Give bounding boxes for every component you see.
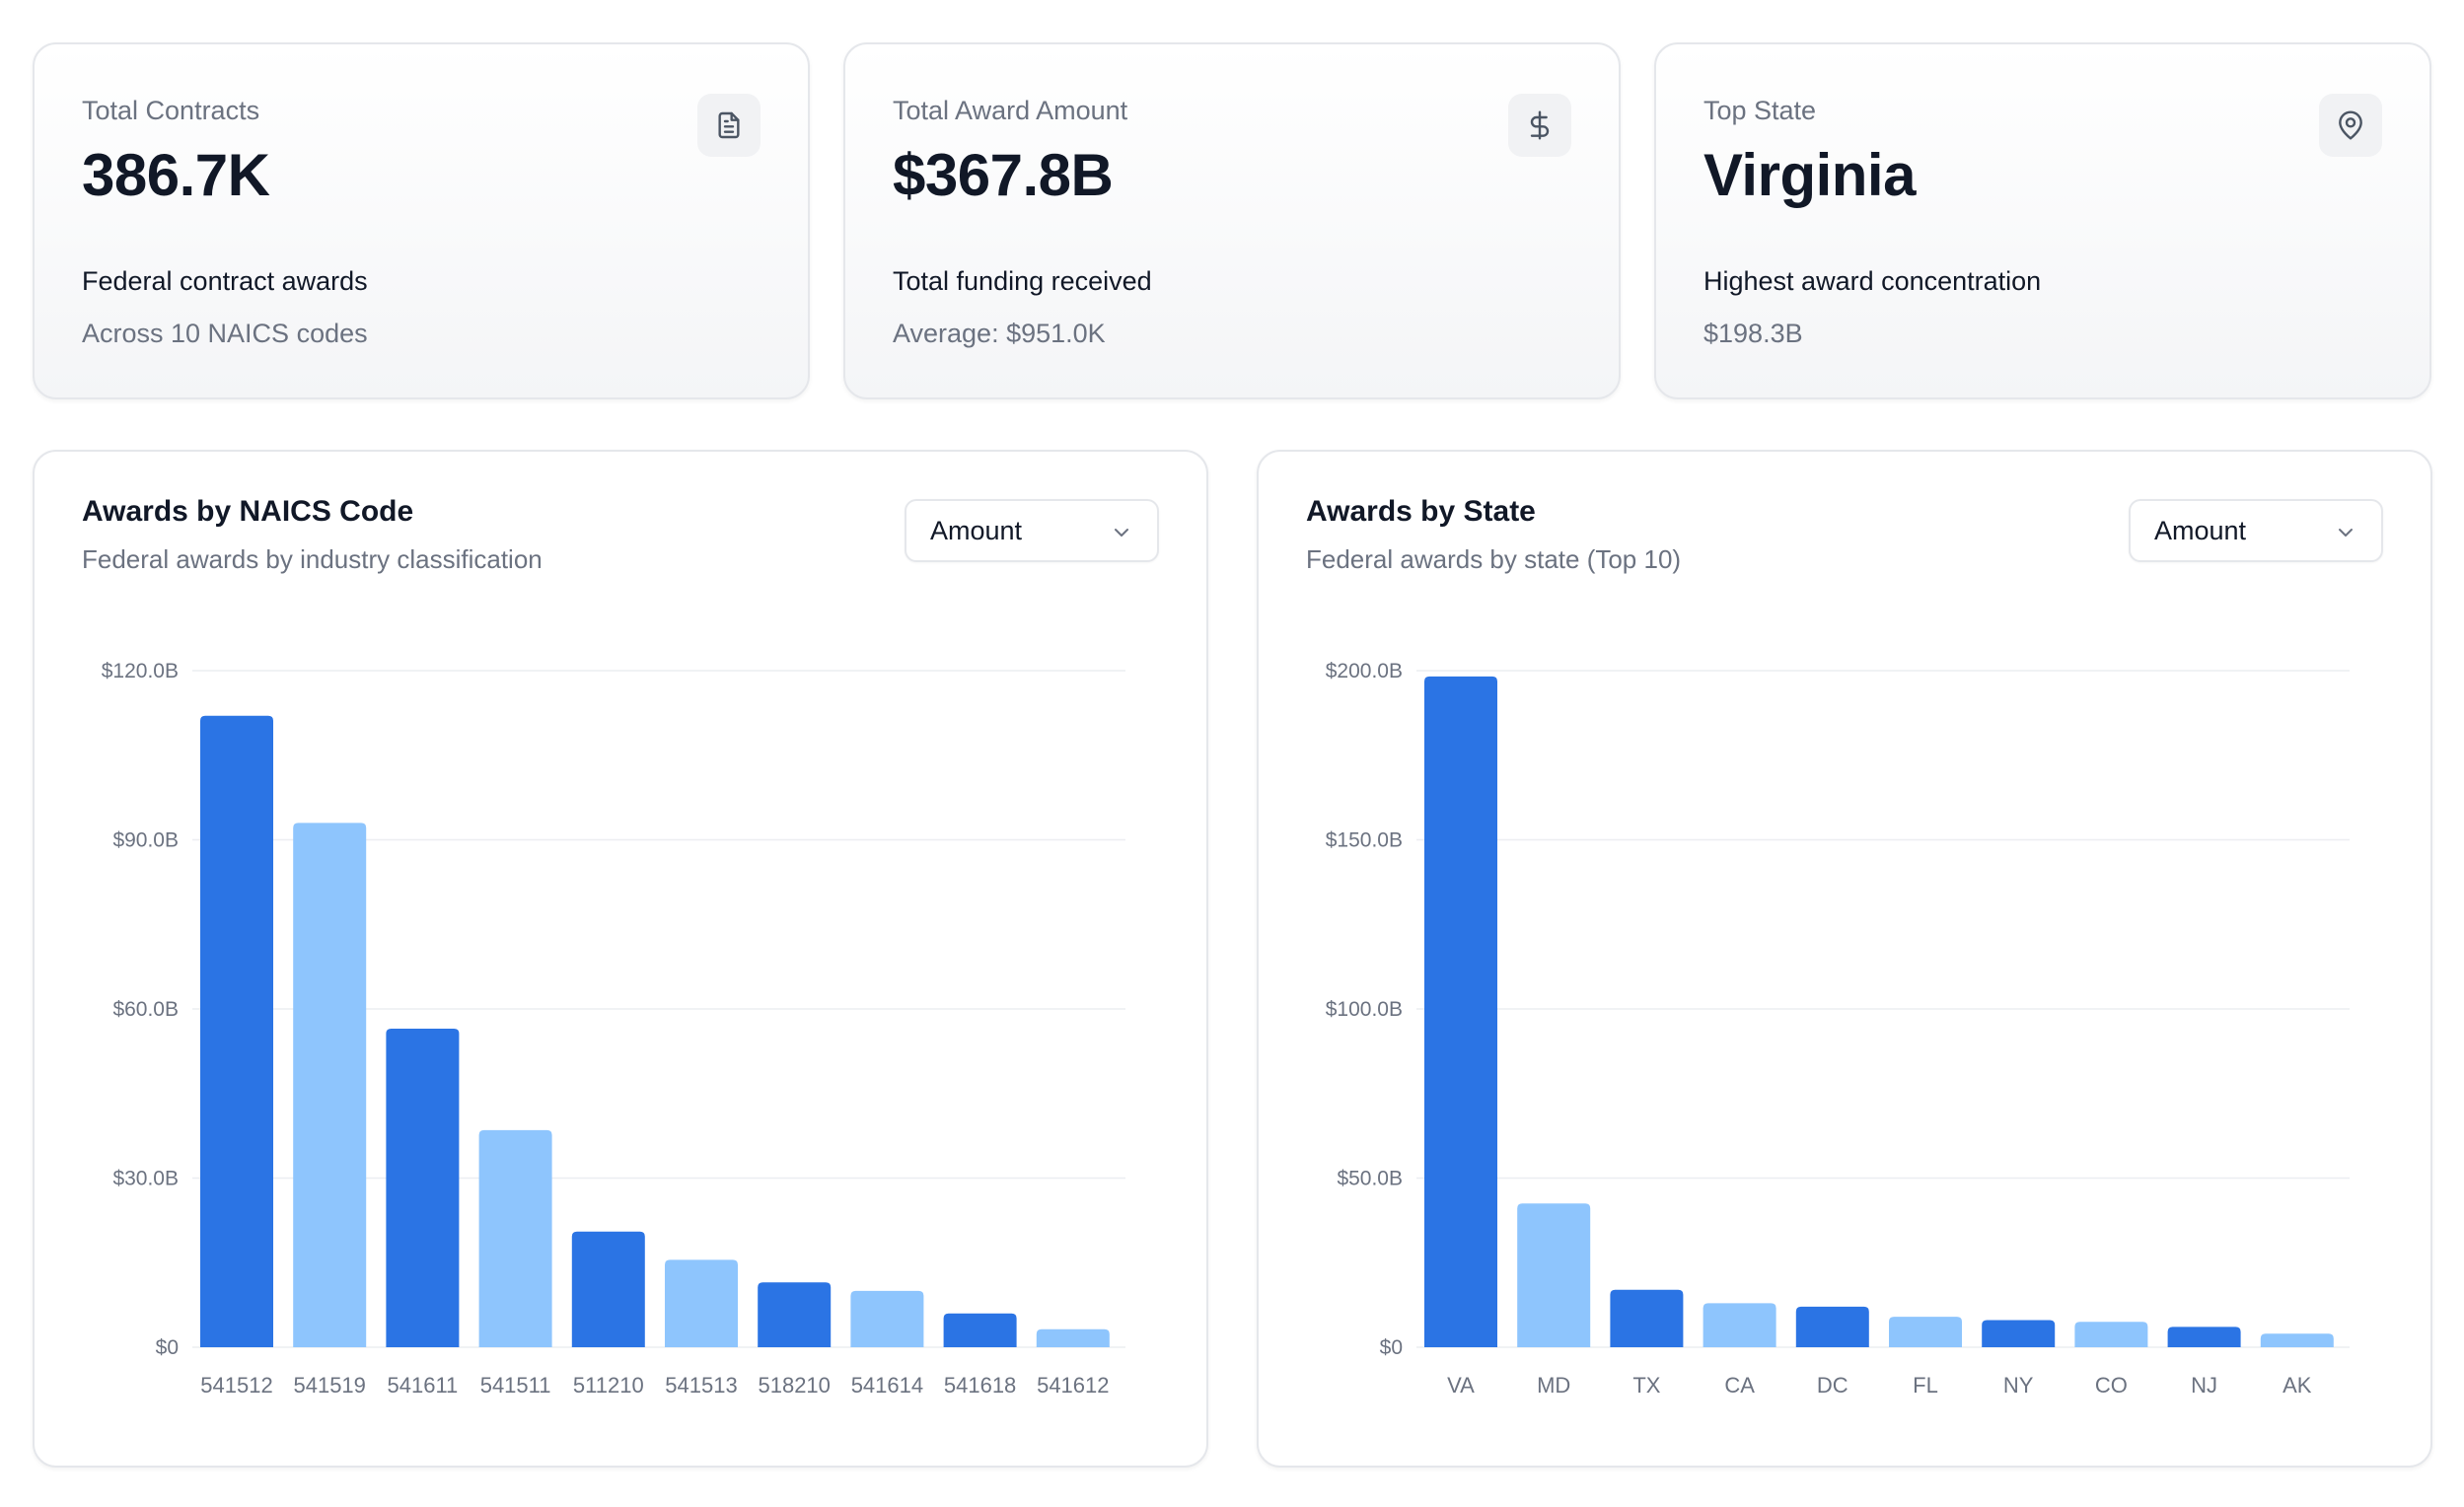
- x-tick-label: 541519: [293, 1373, 365, 1398]
- x-tick-label: 541611: [388, 1373, 459, 1398]
- map-pin-icon: [2319, 94, 2382, 157]
- chevron-down-icon: [1115, 529, 1128, 537]
- x-tick-label: MD: [1537, 1373, 1570, 1398]
- state-bar-chart: $0 $50.0B $100.0B $150.0B $200.0B VA MD TX CA DC F…: [1326, 660, 2350, 1398]
- state-bar-AK[interactable]: [2260, 1333, 2334, 1347]
- chart-subtitle: Federal awards by industry classificatio…: [82, 544, 543, 574]
- y-tick-label: $50.0B: [1337, 1168, 1403, 1190]
- y-tick-label: $120.0B: [102, 660, 179, 682]
- naics-bar-541612[interactable]: [1036, 1328, 1110, 1347]
- stat-card-total-award-amount: Total Award Amount $367.8B Total funding…: [843, 42, 1621, 399]
- y-tick-label: $90.0B: [112, 829, 179, 852]
- state-bar-MD[interactable]: [1517, 1203, 1591, 1347]
- x-tick-label: 541618: [944, 1373, 1016, 1398]
- naics-bar-chart: $0 $30.0B $60.0B $90.0B $120.0B 541512 541519 5…: [102, 660, 1125, 1398]
- x-tick-label: CA: [1724, 1373, 1755, 1398]
- metric-select[interactable]: Amount: [2129, 499, 2383, 562]
- stat-card-top-state: Top State Virginia Highest award concent…: [1654, 42, 2431, 399]
- x-tick-label: NY: [2003, 1373, 2034, 1398]
- naics-bar-511210[interactable]: [571, 1231, 645, 1347]
- naics-bar-518210[interactable]: [758, 1282, 832, 1347]
- x-tick-label: TX: [1632, 1373, 1660, 1398]
- state-bar-NJ[interactable]: [2167, 1327, 2241, 1347]
- stat-description: Total funding received: [893, 266, 1152, 296]
- y-tick-label: $100.0B: [1326, 998, 1403, 1021]
- y-tick-label: $150.0B: [1326, 829, 1403, 852]
- stat-description: Federal contract awards: [82, 266, 368, 296]
- x-tick-label: CO: [2095, 1373, 2128, 1398]
- select-value: Amount: [2154, 515, 2247, 545]
- chart-title: Awards by NAICS Code: [82, 495, 414, 528]
- x-tick-label: 518210: [758, 1373, 830, 1398]
- y-tick-label: $60.0B: [112, 998, 179, 1021]
- x-tick-label: 541612: [1037, 1373, 1109, 1398]
- state-bar-DC[interactable]: [1795, 1306, 1869, 1347]
- stat-label: Top State: [1703, 96, 1817, 125]
- chart-card-state: $0 $50.0B $100.0B $150.0B $200.0B VA MD TX CA DC F…: [1257, 450, 2432, 1468]
- naics-bar-541513[interactable]: [665, 1259, 738, 1347]
- naics-bar-541618[interactable]: [943, 1313, 1017, 1347]
- stat-value: Virginia: [1703, 142, 1916, 208]
- x-tick-label: FL: [1913, 1373, 1938, 1398]
- document-icon: [697, 94, 761, 157]
- stat-label: Total Award Amount: [893, 96, 1128, 125]
- metric-select[interactable]: Amount: [905, 499, 1159, 562]
- chart-subtitle: Federal awards by state (Top 10): [1306, 544, 1682, 574]
- x-tick-label: 511210: [573, 1373, 644, 1398]
- x-tick-label: 541513: [665, 1373, 737, 1398]
- state-bar-TX[interactable]: [1610, 1289, 1684, 1347]
- x-tick-label: 541511: [480, 1373, 551, 1398]
- state-bar-NY[interactable]: [1982, 1320, 2056, 1347]
- stat-subtext: Across 10 NAICS codes: [82, 319, 368, 348]
- y-tick-label: $30.0B: [112, 1168, 179, 1190]
- chevron-down-icon: [2339, 529, 2353, 537]
- state-bar-CA[interactable]: [1703, 1303, 1776, 1347]
- naics-bar-541511[interactable]: [478, 1129, 552, 1347]
- stat-subtext: Average: $951.0K: [893, 319, 1106, 348]
- dollar-icon: [1508, 94, 1571, 157]
- stat-value: 386.7K: [82, 142, 270, 208]
- x-tick-label: NJ: [2191, 1373, 2217, 1398]
- naics-bar-541611[interactable]: [386, 1029, 460, 1347]
- stat-value: $367.8B: [893, 142, 1114, 208]
- x-tick-label: VA: [1447, 1373, 1475, 1398]
- naics-bar-541614[interactable]: [850, 1290, 924, 1347]
- stat-label: Total Contracts: [82, 96, 260, 125]
- state-bar-VA[interactable]: [1424, 676, 1497, 1347]
- x-tick-label: DC: [1817, 1373, 1848, 1398]
- chart-card-naics: $0 $30.0B $60.0B $90.0B $120.0B 541512 541519 5…: [33, 450, 1208, 1468]
- x-tick-label: 541512: [200, 1373, 272, 1398]
- stat-card-total-contracts: Total Contracts 386.7K Federal contract …: [33, 42, 810, 399]
- x-tick-label: AK: [2283, 1373, 2312, 1398]
- naics-bar-541519[interactable]: [293, 823, 367, 1347]
- state-bar-CO[interactable]: [2074, 1322, 2148, 1347]
- x-tick-label: 541614: [851, 1373, 923, 1398]
- chart-title: Awards by State: [1306, 495, 1536, 528]
- naics-bar-541512[interactable]: [200, 715, 273, 1347]
- select-value: Amount: [930, 515, 1023, 545]
- state-bar-FL[interactable]: [1889, 1317, 1962, 1347]
- stat-subtext: $198.3B: [1703, 319, 1803, 348]
- y-tick-label: $0: [156, 1336, 179, 1359]
- stat-description: Highest award concentration: [1703, 266, 2042, 296]
- y-tick-label: $200.0B: [1326, 660, 1403, 682]
- y-tick-label: $0: [1380, 1336, 1403, 1359]
